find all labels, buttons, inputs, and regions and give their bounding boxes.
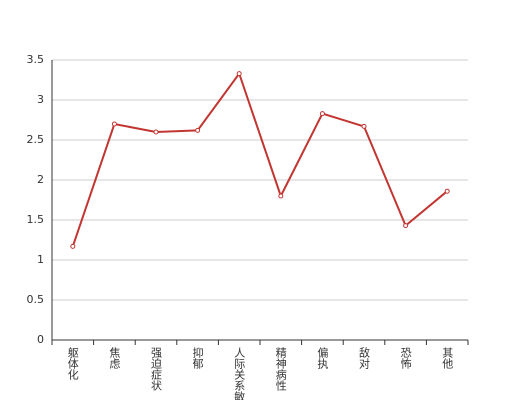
x-tick-label: 其他 bbox=[441, 347, 454, 369]
point bbox=[153, 129, 159, 135]
point bbox=[319, 111, 325, 117]
x-tick-label: 人际关系敏感 bbox=[233, 347, 246, 400]
point bbox=[195, 127, 201, 133]
x-tick-label: 精神病性 bbox=[274, 347, 287, 392]
x-tick-label: 躯体化 bbox=[66, 347, 79, 381]
point bbox=[111, 121, 117, 127]
y-tick-label: 2.5 bbox=[27, 133, 45, 146]
point bbox=[70, 243, 76, 249]
x-tick-label: 敌对 bbox=[358, 346, 371, 369]
y-tick-label: 3.5 bbox=[27, 53, 45, 66]
y-tick-label: 3 bbox=[37, 93, 44, 106]
y-tick-label: 1.5 bbox=[27, 213, 45, 226]
y-tick-label: 0 bbox=[37, 333, 44, 346]
point bbox=[278, 193, 284, 199]
y-tick-label: 1 bbox=[37, 253, 44, 266]
point bbox=[444, 188, 450, 194]
x-tick-label: 偏执 bbox=[316, 346, 329, 370]
point bbox=[403, 223, 409, 229]
y-tick-label: 2 bbox=[37, 173, 44, 186]
x-tick-label: 焦虑 bbox=[108, 347, 121, 369]
point bbox=[236, 71, 242, 77]
x-tick-label: 强迫症状 bbox=[150, 347, 163, 391]
y-tick-label: 0.5 bbox=[27, 293, 45, 306]
point bbox=[361, 123, 367, 129]
x-tick-label: 恐怖 bbox=[399, 347, 412, 369]
x-tick-label: 抑郁 bbox=[191, 346, 204, 369]
line bbox=[71, 71, 448, 247]
